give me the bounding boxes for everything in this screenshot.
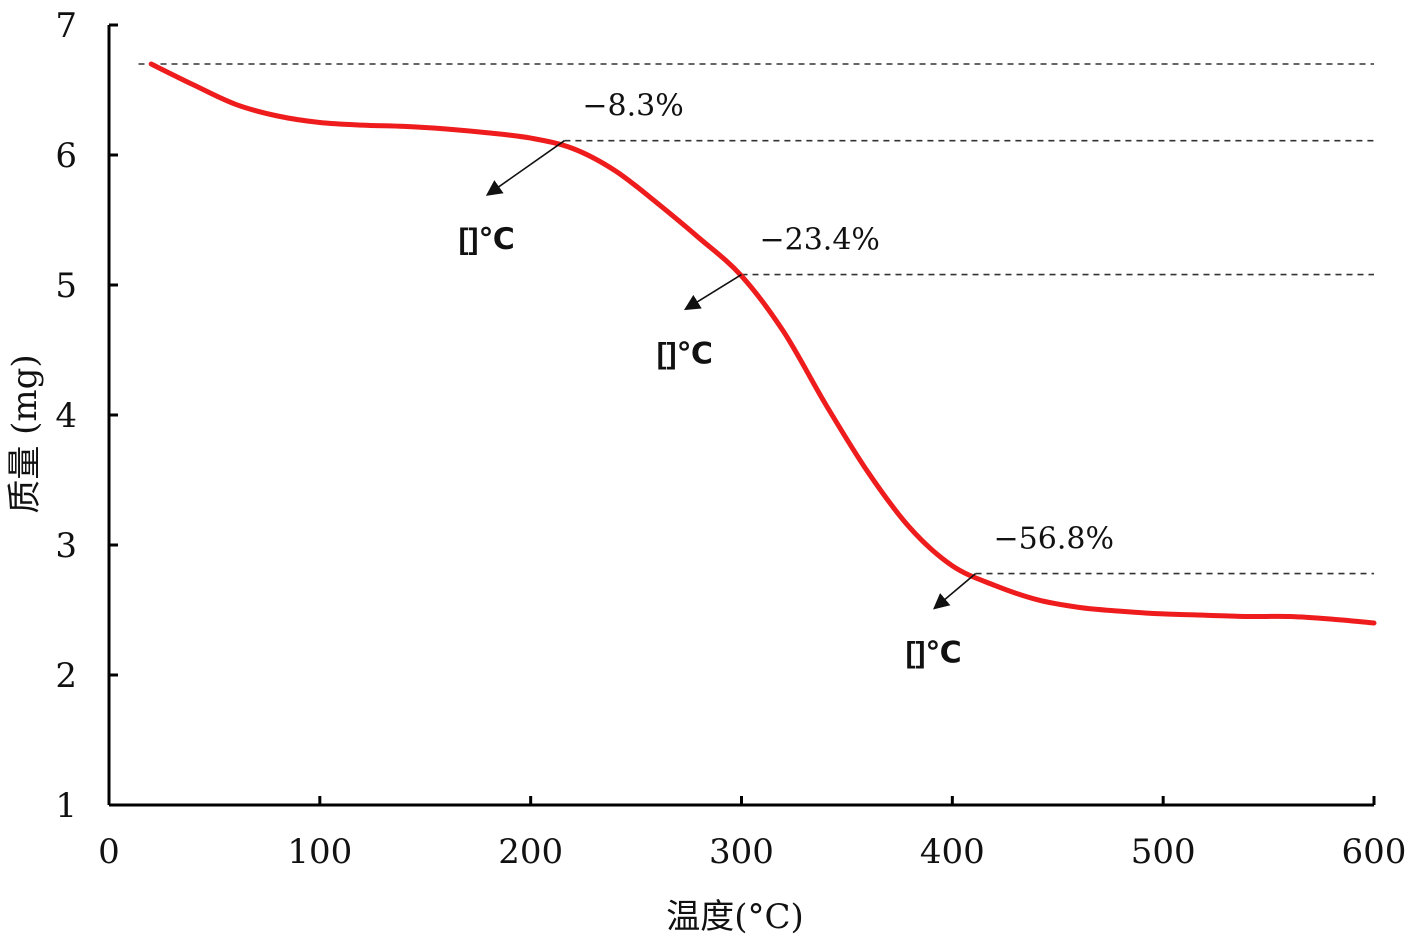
x-tick-label-200: 200 [498,832,563,872]
y-tick-label-7: 7 [55,6,77,46]
reference-lines [138,63,1374,575]
annotation-arrow-3 [933,572,977,610]
series-group [148,61,1377,626]
x-tick-label-300: 300 [709,832,774,872]
y-tick-label-1: 1 [55,786,77,826]
series-line-mass [148,61,1377,626]
x-tick-label-100: 100 [287,832,352,872]
annotation-temp-3: []℃ [905,636,961,669]
x-tick-label-600: 600 [1342,832,1405,872]
y-tick-label-6: 6 [55,136,77,176]
annotations: −8.3% []℃ −23.4% []℃ −56.8% []℃ [459,89,1114,670]
annotation-temp-1: []℃ [459,223,515,256]
annotation-arrow-2 [683,273,742,311]
x-tick-label-400: 400 [920,832,985,872]
y-axis-title: 质量 (mg) [5,354,45,513]
annotation-percent-1: −8.3% [582,89,683,124]
x-tick-label-0: 0 [98,832,120,872]
annotation-percent-2: −23.4% [760,223,880,258]
y-tick-label-5: 5 [55,266,77,306]
axes [107,25,1374,807]
annotation-temp-2: []℃ [657,337,713,370]
y-tick-label-2: 2 [55,656,77,696]
y-tick-label-4: 4 [55,396,77,436]
y-tick-label-3: 3 [55,526,77,566]
x-axis-title: 温度(°C) [666,897,804,937]
annotation-percent-3: −56.8% [994,522,1114,557]
ticks: 0 100 200 300 400 500 600 1 2 3 4 5 6 7 [55,6,1405,872]
x-tick-label-500: 500 [1131,832,1196,872]
annotation-arrow-1 [485,140,565,196]
